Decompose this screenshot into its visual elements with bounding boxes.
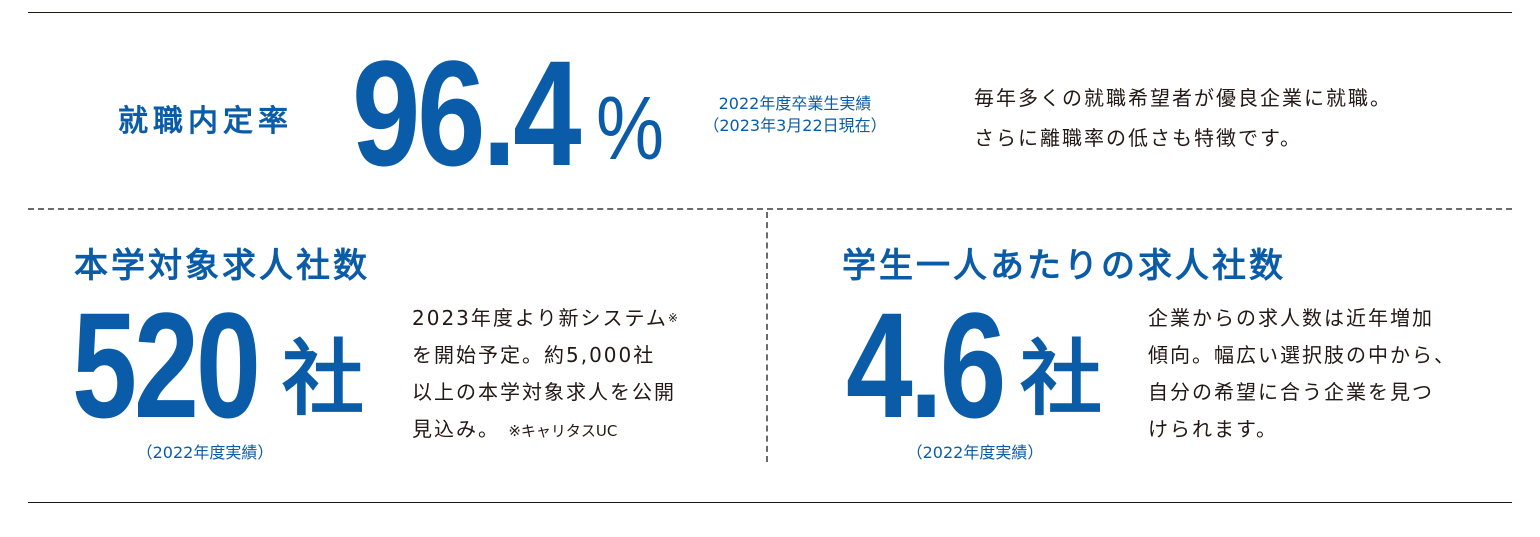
job-offers-desc-3: 以上の本学対象求人を公開: [412, 380, 676, 404]
per-student-note: （2022年度実績）: [906, 443, 1044, 462]
bottom-divider: [28, 502, 1512, 503]
job-offers-heading: 本学対象求人社数: [74, 246, 370, 286]
employment-rate-note-2: （2023年3月22日現在）: [703, 116, 887, 135]
column-divider: [766, 212, 768, 462]
job-offers-desc-2: を開始予定。約5,000社: [412, 343, 656, 367]
job-offers-footnote: ※キャリタスUC: [508, 422, 618, 440]
job-offers-unit: 社: [282, 332, 365, 427]
employment-rate-note-1: 2022年度卒業生実績: [718, 94, 872, 113]
employment-rate-unit: %: [596, 79, 665, 179]
footnote-mark: ※: [667, 311, 680, 325]
per-student-desc-1: 企業からの求人数は近年増加: [1148, 306, 1434, 330]
job-offers-desc-4: 見込み。: [412, 417, 500, 441]
per-student-desc-4: けられます。: [1148, 417, 1278, 441]
employment-desc-1: 毎年多くの就職希望者が優良企業に就職。: [974, 86, 1392, 110]
per-student-unit: 社: [1020, 332, 1103, 427]
per-student-heading: 学生一人あたりの求人社数: [842, 246, 1286, 286]
per-student-desc: 企業からの求人数は近年増加 傾向。幅広い選択肢の中から、 自分の希望に合う企業を…: [1148, 300, 1456, 448]
top-divider: [28, 12, 1512, 13]
per-student-desc-2: 傾向。幅広い選択肢の中から、: [1148, 343, 1456, 367]
per-student-desc-3: 自分の希望に合う企業を見つ: [1148, 380, 1434, 404]
job-offers-note: （2022年度実績）: [136, 443, 274, 462]
job-offers-desc: 2023年度より新システム※ を開始予定。約5,000社 以上の本学対象求人を公…: [412, 300, 680, 450]
employment-desc-2: さらに離職率の低さも特徴です。: [974, 126, 1302, 150]
employment-rate-value: 96.4: [352, 29, 582, 197]
per-student-value: 4.6: [846, 281, 1006, 449]
employment-rate-label: 就職内定率: [118, 104, 293, 139]
job-offers-desc-1: 2023年度より新システム: [412, 306, 668, 330]
middle-divider: [28, 208, 1512, 210]
job-offers-value: 520: [72, 281, 261, 449]
